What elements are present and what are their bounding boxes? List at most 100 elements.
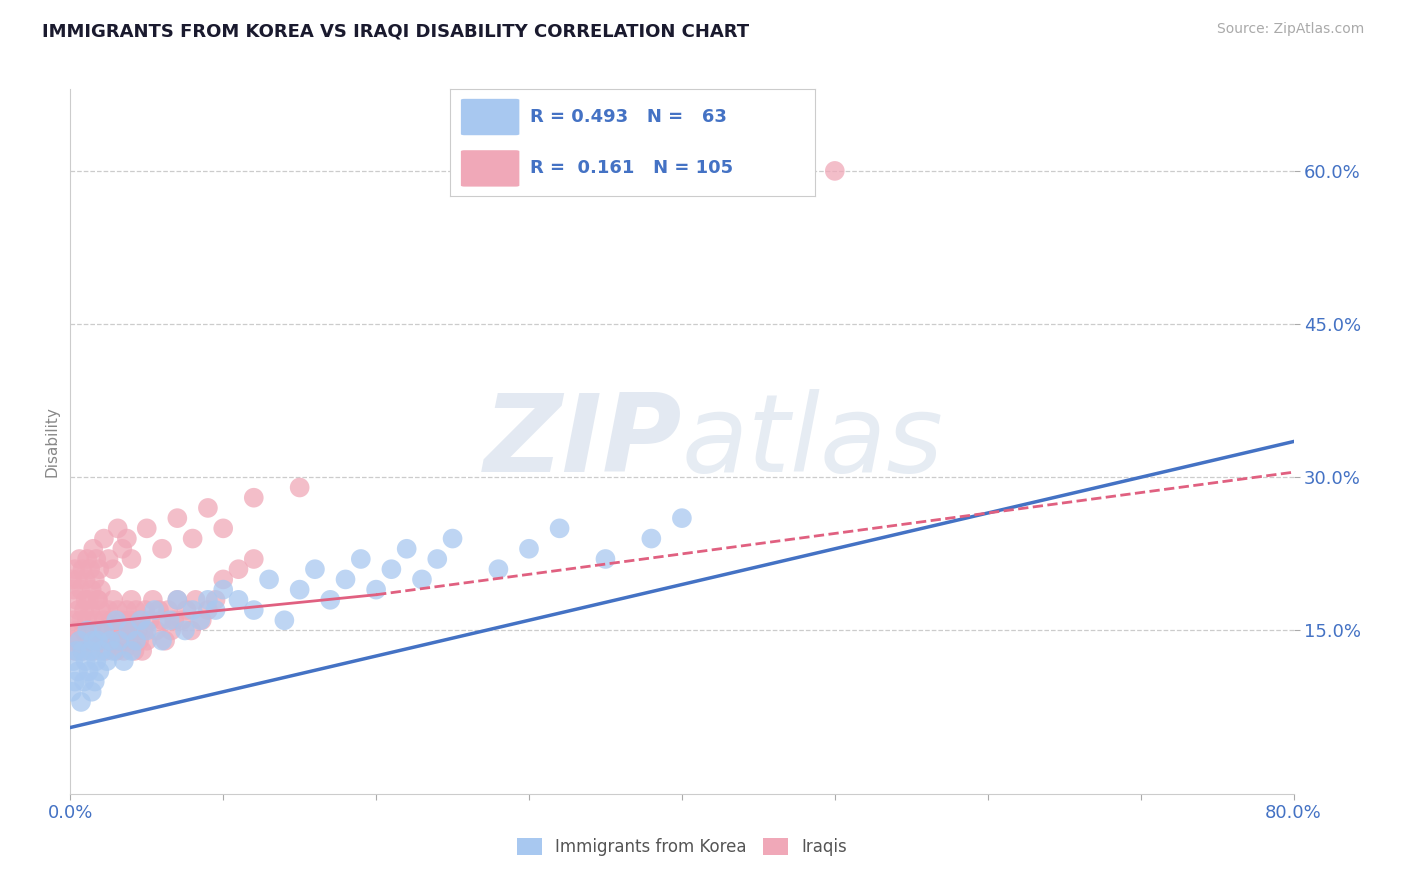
Point [70,582,93,597]
Point [80,624,103,638]
Point [319,592,342,607]
Point [243,603,266,617]
Point [93,613,115,627]
Point [127,624,149,638]
Point [77,633,100,648]
Point [84,552,107,566]
Point [288,481,311,495]
Point [115,532,138,546]
Point [93,532,115,546]
Point [79,562,101,576]
Point [60,633,83,648]
Point [65,624,87,638]
Point [184,592,207,607]
Point [60,685,83,699]
Point [105,613,128,627]
Text: ZIP: ZIP [484,389,682,494]
Point [84,654,107,668]
Point [75,654,97,668]
Point [90,644,112,658]
Point [117,633,139,648]
Point [73,674,96,689]
Y-axis label: Disability: Disability [44,406,59,477]
Point [77,665,100,679]
Point [257,573,280,587]
Point [80,685,103,699]
Point [128,633,150,648]
Point [83,613,105,627]
Point [75,592,97,607]
Point [288,582,311,597]
Point [98,633,121,648]
Point [129,613,152,627]
Point [87,633,110,648]
Point [108,633,131,648]
Point [441,532,464,546]
Text: R =  0.161   N = 105: R = 0.161 N = 105 [530,160,734,178]
Point [212,521,235,535]
Point [66,603,89,617]
Point [117,624,139,638]
Point [134,603,156,617]
Point [100,613,122,627]
Point [380,562,402,576]
Point [204,592,226,607]
Point [191,613,214,627]
Point [125,633,148,648]
Point [176,603,198,617]
Point [204,603,226,617]
Point [69,633,91,648]
Point [108,624,131,638]
Point [110,633,132,648]
Point [159,613,181,627]
Point [104,624,127,638]
Point [91,633,114,648]
Point [411,573,433,587]
Point [101,592,124,607]
Point [65,592,87,607]
Point [80,582,103,597]
Point [157,603,180,617]
Point [145,624,167,638]
Point [273,613,295,627]
Point [79,603,101,617]
Point [121,552,143,566]
Point [76,624,98,638]
Point [87,592,110,607]
Point [148,603,170,617]
Point [243,491,266,505]
Point [75,573,97,587]
Point [166,511,188,525]
Point [824,164,846,178]
Point [101,562,124,576]
Point [163,613,186,627]
Point [101,644,124,658]
Point [548,521,571,535]
Point [350,552,373,566]
Point [121,644,143,658]
Point [517,541,540,556]
Point [66,665,89,679]
Point [488,562,510,576]
Point [83,573,105,587]
Point [228,562,250,576]
Point [181,532,204,546]
Point [112,644,135,658]
Point [153,633,176,648]
Point [87,592,110,607]
Point [135,521,157,535]
Point [304,562,326,576]
Point [98,633,121,648]
Point [70,695,93,709]
Point [69,552,91,566]
Point [114,624,136,638]
Point [139,613,162,627]
Point [166,592,188,607]
Point [97,552,120,566]
Point [143,603,166,617]
Point [131,644,153,658]
Point [89,624,111,638]
Point [63,674,86,689]
Point [97,603,120,617]
Point [150,613,173,627]
